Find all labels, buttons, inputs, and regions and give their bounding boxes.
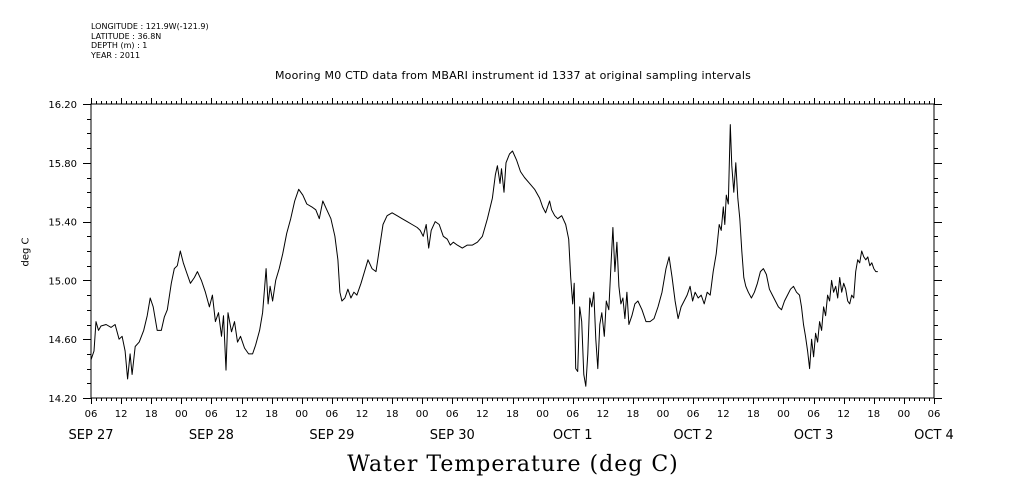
x-hour-label: 12: [235, 409, 248, 420]
x-hour-label: 12: [356, 409, 369, 420]
x-date-label: SEP 30: [430, 428, 475, 443]
y-tick-label: 14.60: [48, 335, 77, 346]
x-hour-label: 06: [325, 409, 338, 420]
metadata-longitude: LONGITUDE : 121.9W(-121.9): [91, 22, 209, 31]
y-tick-label: 14.20: [48, 394, 77, 405]
x-hour-label: 18: [747, 409, 760, 420]
x-hour-label: 00: [777, 409, 790, 420]
x-axis-label: Water Temperature (deg C): [347, 452, 679, 477]
x-hour-label: 00: [416, 409, 429, 420]
y-tick-label: 15.40: [48, 218, 77, 229]
x-hour-label: 12: [717, 409, 730, 420]
y-tick-label: 15.80: [48, 159, 77, 170]
x-hour-label: 06: [85, 409, 98, 420]
y-tick-label: 15.00: [48, 276, 77, 287]
metadata-latitude: LATITUDE : 36.8N: [91, 31, 162, 41]
x-hour-label: 06: [807, 409, 820, 420]
x-hour-label: 12: [476, 409, 489, 420]
x-hour-label: 18: [506, 409, 519, 420]
x-hour-label: 12: [837, 409, 850, 420]
x-hour-label: 06: [928, 409, 941, 420]
x-hour-label: 06: [566, 409, 579, 420]
x-date-label: SEP 28: [189, 428, 234, 443]
x-hour-label: 00: [898, 409, 911, 420]
x-date-label: OCT 3: [794, 428, 834, 443]
x-hour-label: 00: [295, 409, 308, 420]
x-hour-label: 00: [657, 409, 670, 420]
x-hour-label: 18: [627, 409, 640, 420]
x-date-label: SEP 29: [309, 428, 354, 443]
x-hour-label: 00: [536, 409, 549, 420]
chart-title: Mooring M0 CTD data from MBARI instrumen…: [274, 69, 752, 82]
x-hour-label: 12: [596, 409, 609, 420]
x-hour-label: 06: [205, 409, 218, 420]
metadata-depth: DEPTH (m) : 1: [91, 41, 148, 50]
x-hour-label: 00: [175, 409, 188, 420]
x-hour-label: 06: [446, 409, 459, 420]
x-hour-label: 18: [867, 409, 880, 420]
x-date-label: OCT 4: [914, 428, 954, 443]
x-hour-label: 18: [265, 409, 278, 420]
x-hour-label: 06: [687, 409, 700, 420]
x-hour-label: 12: [115, 409, 128, 420]
y-axis-label: deg C: [20, 237, 32, 267]
temperature-series-line: [90, 124, 878, 387]
x-date-label: OCT 2: [673, 428, 713, 443]
y-tick-label: 16.20: [48, 100, 77, 111]
x-hour-label: 18: [386, 409, 399, 420]
x-hour-label: 18: [145, 409, 158, 420]
x-date-label: SEP 27: [69, 428, 114, 443]
location-metadata: LONGITUDE : 121.9W(-121.9) LATITUDE : 36…: [91, 22, 209, 60]
metadata-year: YEAR : 2011: [91, 50, 141, 60]
x-date-label: OCT 1: [553, 428, 593, 443]
